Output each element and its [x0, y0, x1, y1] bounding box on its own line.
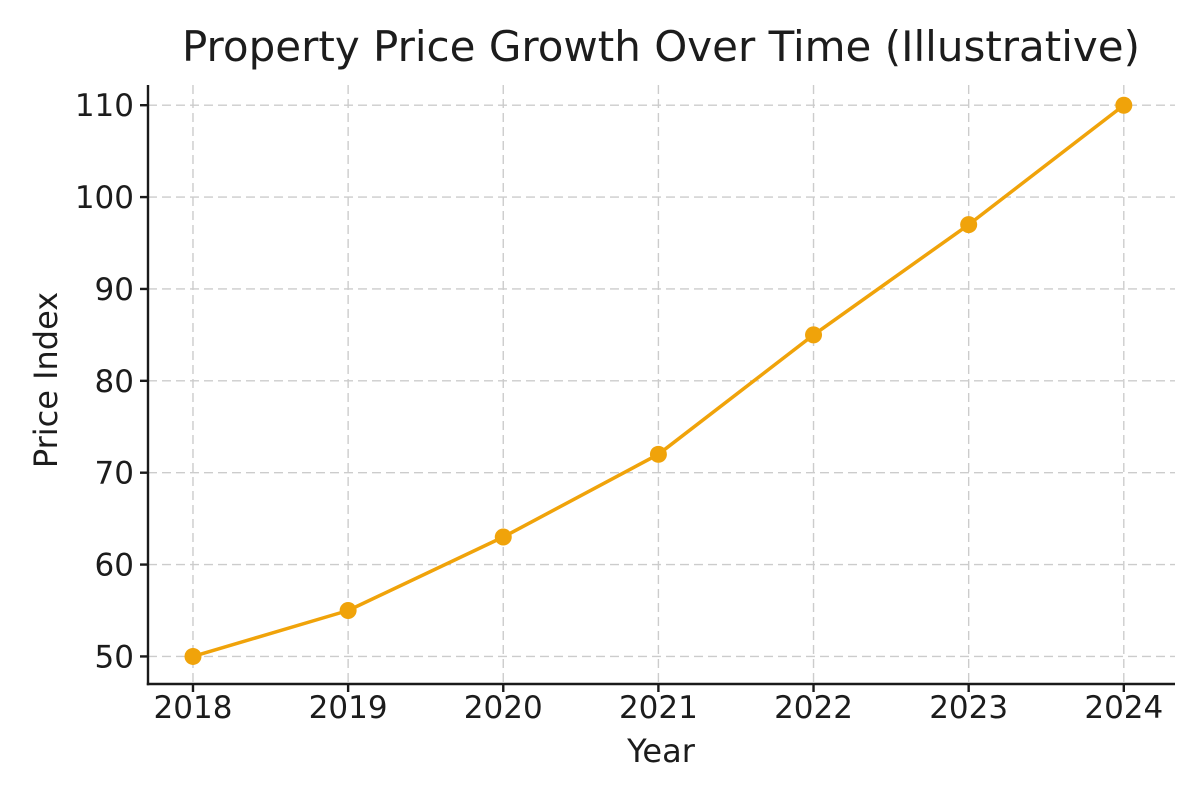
- y-tick-label: 100: [75, 180, 134, 216]
- x-tick-label: 2024: [1084, 690, 1163, 726]
- x-tick-label: 2022: [774, 690, 853, 726]
- data-point-marker: [339, 602, 357, 620]
- y-tick-label: 70: [95, 456, 134, 492]
- y-axis-label: Price Index: [27, 292, 65, 468]
- x-tick-label: 2021: [619, 690, 698, 726]
- x-tick-label: 2023: [929, 690, 1008, 726]
- data-point-marker: [649, 445, 667, 463]
- y-tick-label: 60: [95, 548, 134, 584]
- price-index-series: [184, 96, 1133, 665]
- axis-ticks: [140, 104, 1126, 692]
- y-tick-label: 110: [75, 88, 134, 124]
- x-tick-labels: 2018 2019 2020 2021 2022 2023 2024: [154, 690, 1164, 726]
- y-tick-label: 80: [95, 364, 134, 400]
- data-point-marker: [1115, 96, 1133, 114]
- x-axis-label: Year: [626, 732, 696, 770]
- data-point-marker: [494, 528, 512, 546]
- axes-spines: [146, 85, 1175, 686]
- x-tick-label: 2018: [154, 690, 233, 726]
- data-point-marker: [960, 216, 978, 234]
- y-tick-label: 50: [95, 639, 134, 675]
- data-point-marker: [184, 647, 202, 665]
- gridlines: [148, 85, 1175, 684]
- y-tick-label: 90: [95, 272, 134, 308]
- y-tick-labels: 50 60 70 80 90 100 110: [75, 88, 134, 675]
- data-point-marker: [805, 326, 823, 344]
- x-tick-label: 2020: [464, 690, 543, 726]
- x-tick-label: 2019: [309, 690, 388, 726]
- chart-title: Property Price Growth Over Time (Illustr…: [182, 22, 1140, 71]
